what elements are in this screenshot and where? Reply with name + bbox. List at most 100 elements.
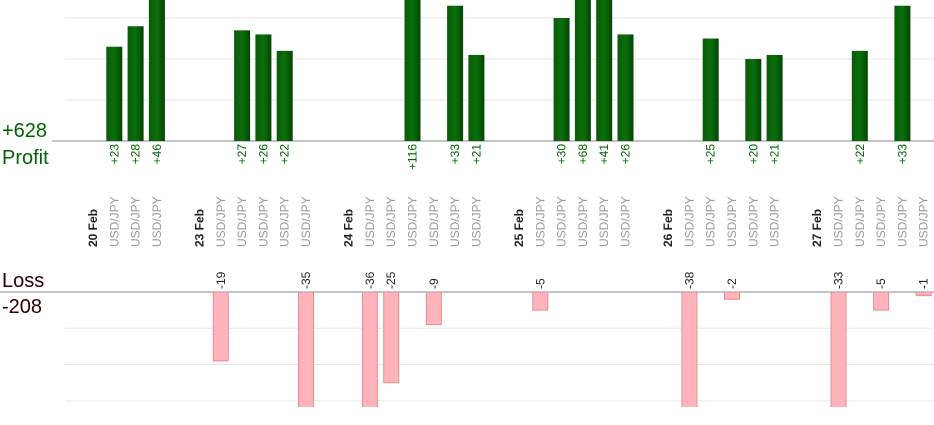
profit-bar <box>596 0 613 141</box>
symbol-label: USD/JPY <box>704 196 718 247</box>
profit-label: +22 <box>278 144 292 165</box>
loss-label: -25 <box>384 271 398 289</box>
loss-bar <box>383 292 400 384</box>
symbol-label: USD/JPY <box>384 196 398 247</box>
symbol-label: USD/JPY <box>448 196 462 247</box>
loss-bar <box>361 292 378 407</box>
profit-label: +41 <box>597 144 611 165</box>
profit-bar <box>468 54 485 141</box>
symbol-label: USD/JPY <box>235 196 249 247</box>
loss-label: -35 <box>299 271 313 289</box>
profit-label: +116 <box>406 144 420 170</box>
profit-label: +21 <box>469 144 483 165</box>
symbol-label: USD/JPY <box>619 196 633 247</box>
loss-title: Loss <box>2 270 44 292</box>
date-label: 23 Feb <box>193 209 207 247</box>
symbol-label: USD/JPY <box>150 196 164 247</box>
profit-title: Profit <box>2 147 49 169</box>
profit-label: +26 <box>256 144 270 165</box>
symbol-label: USD/JPY <box>299 196 313 247</box>
profit-label: +28 <box>129 144 143 165</box>
profit-bar <box>702 38 719 141</box>
symbol-label: USD/JPY <box>576 196 590 247</box>
symbol-label: USD/JPY <box>768 196 782 247</box>
loss-bar <box>681 292 698 407</box>
profit-label: +20 <box>746 144 760 165</box>
symbol-label: USD/JPY <box>129 196 143 247</box>
profit-label: +23 <box>107 144 121 165</box>
profit-bar <box>234 30 251 141</box>
profit-bar <box>574 0 591 141</box>
profit-bar <box>276 50 293 142</box>
profit-bar <box>127 26 144 141</box>
profit-label: +27 <box>235 144 249 165</box>
symbol-label: USD/JPY <box>363 196 377 247</box>
date-label: 25 Feb <box>512 209 526 247</box>
symbol-label: USD/JPY <box>555 196 569 247</box>
profit-label: +30 <box>555 144 569 165</box>
profit-label: +46 <box>150 144 164 165</box>
symbol-label: USD/JPY <box>469 196 483 247</box>
loss-label: -33 <box>832 271 846 289</box>
loss-label: -36 <box>363 271 377 289</box>
loss-bar <box>873 292 890 311</box>
profit-bar <box>851 50 868 142</box>
loss-label: -19 <box>214 271 228 289</box>
loss-bar <box>298 292 314 407</box>
symbol-label: USD/JPY <box>107 196 121 247</box>
loss-total: -208 <box>2 296 42 318</box>
profit-bar <box>617 34 634 141</box>
symbol-label: USD/JPY <box>895 196 909 247</box>
profit-bar <box>766 54 783 141</box>
profit-bar <box>106 46 123 141</box>
date-label: 27 Feb <box>810 209 824 247</box>
profit-bar <box>148 0 165 141</box>
loss-bar <box>915 292 932 297</box>
symbol-label: USD/JPY <box>427 196 441 247</box>
profit-bar <box>255 34 272 141</box>
symbol-label: USD/JPY <box>278 196 292 247</box>
profit-bar <box>553 18 570 142</box>
date-label: 20 Feb <box>86 209 100 247</box>
symbol-label: USD/JPY <box>853 196 867 247</box>
loss-label: -5 <box>874 278 888 289</box>
symbol-label: USD/JPY <box>832 196 846 247</box>
profit-total: +628 <box>2 120 47 142</box>
loss-label: -5 <box>533 278 547 289</box>
profit-label: +25 <box>704 144 718 165</box>
loss-bars <box>212 292 932 407</box>
symbol-label: USD/JPY <box>917 196 931 247</box>
symbol-label: USD/JPY <box>725 196 739 247</box>
profit-bar <box>447 5 464 141</box>
symbol-label: USD/JPY <box>256 196 270 247</box>
symbol-label: USD/JPY <box>214 196 228 247</box>
profit-bar <box>894 5 911 141</box>
loss-bar <box>425 292 442 326</box>
profit-label: +33 <box>448 144 462 165</box>
symbol-label: USD/JPY <box>746 196 760 247</box>
loss-bar <box>532 292 549 311</box>
loss-label: -38 <box>682 271 696 289</box>
loss-bar <box>830 292 847 407</box>
profit-bars <box>106 0 911 142</box>
symbol-label: USD/JPY <box>406 196 420 247</box>
profit-label: +68 <box>576 144 590 165</box>
date-label: 26 Feb <box>661 209 675 247</box>
profit-label: +26 <box>619 144 633 165</box>
profit-label: +22 <box>853 144 867 165</box>
symbol-label: USD/JPY <box>597 196 611 247</box>
date-label: 24 Feb <box>342 209 356 247</box>
symbol-label: USD/JPY <box>874 196 888 247</box>
loss-label: -1 <box>917 278 931 289</box>
loss-label: -2 <box>725 278 739 289</box>
symbol-label: USD/JPY <box>533 196 547 247</box>
profit-bar <box>745 59 762 141</box>
loss-label: -9 <box>427 278 441 289</box>
symbol-label: USD/JPY <box>682 196 696 247</box>
profit-label: +33 <box>895 144 909 165</box>
profit-bar <box>404 0 421 141</box>
loss-bar <box>724 292 740 300</box>
profit-label: +21 <box>768 144 782 165</box>
loss-bar <box>212 292 229 362</box>
